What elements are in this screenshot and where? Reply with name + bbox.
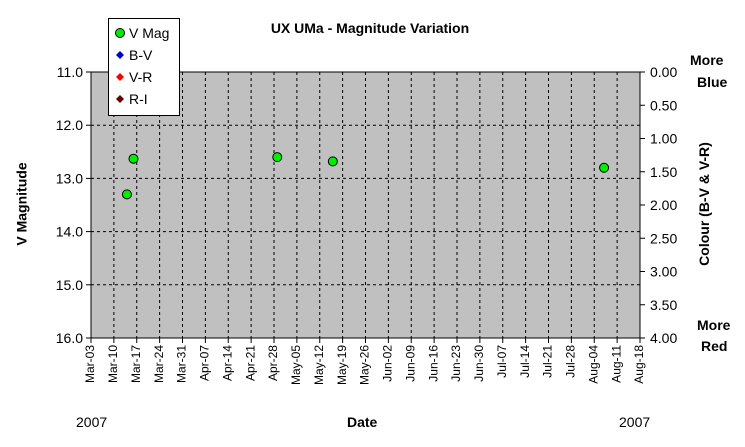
x-tick-label: Jul-21 <box>541 345 555 378</box>
legend-label: B-V <box>129 47 153 63</box>
x-tick-label: May-19 <box>335 345 349 385</box>
data-point-vmag <box>272 152 283 163</box>
x-tick-label: May-12 <box>312 345 326 385</box>
y-tick-label: 14.0 <box>56 224 83 240</box>
chart-title: UX UMa - Magnitude Variation <box>270 20 470 36</box>
data-point-vmag <box>128 153 139 164</box>
x-tick-label: Jun-09 <box>403 345 417 382</box>
legend-item-bv: B-V <box>109 45 152 65</box>
x-tick-label: Jul-28 <box>564 345 578 378</box>
x-tick-label: Apr-28 <box>266 345 280 381</box>
legend-item-ri: R-I <box>109 89 148 109</box>
x-tick-label: Jun-23 <box>449 345 463 382</box>
x-tick-label: Mar-31 <box>175 345 189 383</box>
legend-item-vmag: V Mag <box>109 23 169 43</box>
x-tick-label: May-05 <box>289 345 303 385</box>
x-axis-title: Date <box>347 414 378 430</box>
x-tick-label: Mar-10 <box>106 345 120 383</box>
x-end-year: 2007 <box>619 414 651 430</box>
legend-diamond-icon <box>116 51 124 59</box>
y2-tick-label: 1.00 <box>650 131 677 147</box>
legend-item-vr: V-R <box>109 67 152 87</box>
y-tick-label: 15.0 <box>56 277 83 293</box>
legend-diamond-icon <box>116 95 124 103</box>
x-tick-label: Apr-21 <box>243 345 257 381</box>
y-tick-label: 12.0 <box>56 117 83 133</box>
x-start-year: 2007 <box>76 414 108 430</box>
y2-tick-label: 4.00 <box>650 330 677 346</box>
y2-tick-label: 2.00 <box>650 197 677 213</box>
y2-tick-label: 3.00 <box>650 264 677 280</box>
data-point-vmag <box>121 189 132 200</box>
x-tick-label: Mar-17 <box>129 345 143 383</box>
x-tick-label: Jun-30 <box>472 345 486 382</box>
x-tick-label: Apr-07 <box>198 345 212 381</box>
x-tick-label: Mar-24 <box>152 345 166 383</box>
y2-tick-label: 0.50 <box>650 97 677 113</box>
y-axis-title: V Magnitude <box>13 162 30 246</box>
x-tick-label: Apr-14 <box>220 345 234 381</box>
y2-bottom-label-line2: Red <box>701 338 728 354</box>
legend-label: R-I <box>129 91 148 107</box>
legend-circle-icon <box>115 28 125 38</box>
x-tick-label: Jul-14 <box>518 345 532 378</box>
x-tick-label: Aug-18 <box>632 345 646 384</box>
legend-label: V-R <box>129 69 153 85</box>
y2-top-label-line2: Blue <box>697 74 728 90</box>
x-tick-label: Jun-02 <box>381 345 395 382</box>
chart-legend: V Mag B-V V-R R-I <box>108 18 180 116</box>
y2-bottom-label-line1: More <box>697 317 731 333</box>
y2-axis-title: Colour (B-V & V-R) <box>695 142 712 266</box>
y2-top-label-line1: More <box>690 52 724 68</box>
y-tick-label: 13.0 <box>56 170 83 186</box>
x-tick-label: Aug-11 <box>609 345 623 383</box>
y2-tick-label: 1.50 <box>650 164 677 180</box>
x-tick-label: Jun-16 <box>426 345 440 382</box>
y-tick-label: 11.0 <box>57 64 83 80</box>
y2-tick-label: 2.50 <box>650 230 677 246</box>
y2-tick-label: 0.00 <box>650 64 677 80</box>
y-tick-label: 16.0 <box>56 330 83 346</box>
legend-diamond-icon <box>116 73 124 81</box>
x-tick-label: Aug-04 <box>586 345 600 384</box>
data-point-vmag <box>327 156 338 167</box>
legend-label: V Mag <box>129 25 170 41</box>
data-point-vmag <box>599 162 610 173</box>
x-tick-label: Mar-03 <box>83 345 97 383</box>
x-tick-label: May-26 <box>358 345 372 385</box>
y2-tick-label: 3.50 <box>650 297 677 313</box>
x-tick-label: Jul-07 <box>495 345 509 378</box>
